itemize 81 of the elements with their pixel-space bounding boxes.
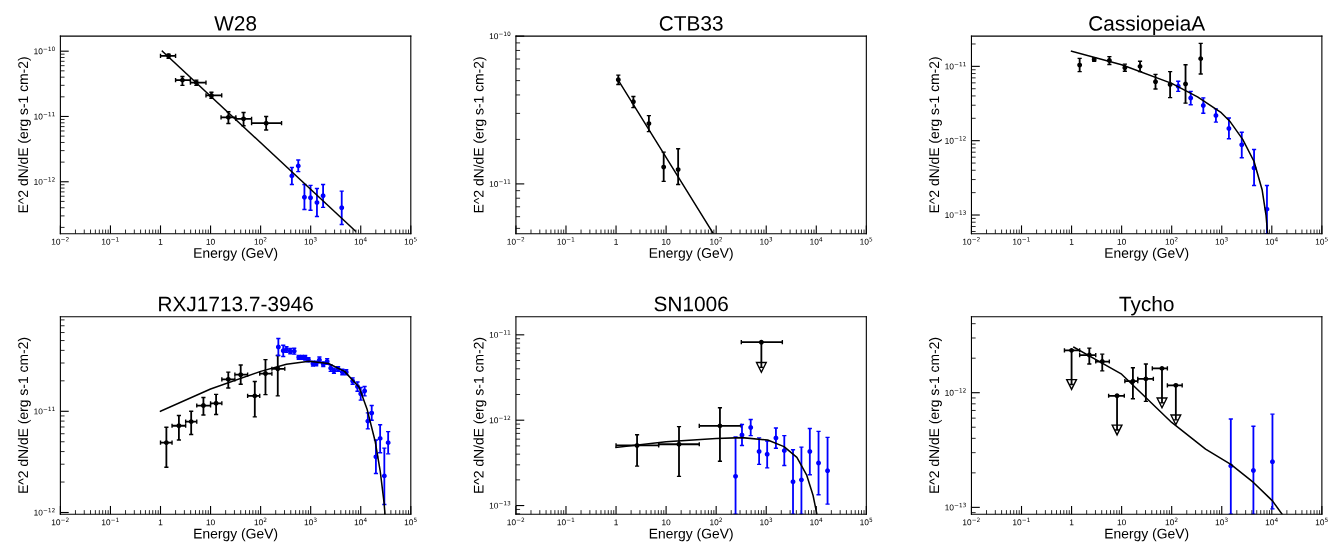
y-tick-label: 10$^{−10}$ [489, 31, 511, 40]
y-tick-label: 10$^{−12}$ [34, 507, 55, 516]
x-tick-label: 10$^{2}$ [710, 517, 722, 526]
x-tick-label: 10$^{4}$ [810, 517, 823, 526]
y-tick-label: 10$^{−10}$ [34, 46, 55, 55]
x-tick-label: 10 [1117, 519, 1126, 526]
x-tick-label: 10$^{−1}$ [101, 517, 119, 526]
y-axis-title: E^2 dN/dE (erg s-1 cm-2) [473, 57, 487, 213]
x-tick-label: 10$^{5}$ [404, 237, 417, 245]
x-tick-label: 10$^{5}$ [404, 517, 417, 526]
x-tick-label: 10$^{2}$ [1165, 237, 1178, 245]
x-tick-label: 1 [614, 519, 618, 526]
x-tick-label: 10$^{3}$ [304, 517, 317, 526]
x-tick-label: 10$^{5}$ [1315, 517, 1328, 526]
y-axis-title: E^2 dN/dE (erg s-1 cm-2) [17, 337, 31, 493]
x-tick-label: 10$^{−2}$ [51, 237, 69, 245]
y-tick-label: 10$^{−12}$ [945, 136, 966, 144]
x-tick-label: 10 [662, 238, 671, 245]
x-tick-label: 1 [614, 238, 618, 245]
x-tick-label: 10$^{−1}$ [557, 517, 575, 526]
y-tick-label: 10$^{−12}$ [945, 388, 966, 396]
chart-title: CTB33 [659, 16, 723, 31]
x-tick-label: 1 [1069, 519, 1074, 526]
x-axis-title: Energy (GeV) [194, 247, 278, 261]
x-tick-label: 10$^{−2}$ [507, 237, 525, 245]
chart-title: W28 [214, 16, 257, 31]
y-tick-label: 10$^{−11}$ [34, 111, 55, 120]
x-tick-label: 1 [158, 519, 163, 526]
x-tick-label: 1 [158, 238, 163, 245]
x-tick-label: 10$^{2}$ [710, 237, 722, 245]
x-tick-label: 10$^{−1}$ [1013, 517, 1030, 526]
x-axis-title: Energy (GeV) [194, 528, 278, 542]
x-tick-label: 10 [206, 238, 215, 245]
y-tick-label: 10$^{−13}$ [489, 501, 511, 509]
y-tick-label: 10$^{−13}$ [945, 210, 966, 219]
y-tick-label: 10$^{−11}$ [489, 179, 511, 187]
x-tick-label: 10$^{−1}$ [101, 237, 119, 245]
x-tick-label: 10$^{4}$ [354, 517, 367, 526]
x-tick-label: 10$^{3}$ [1215, 237, 1228, 245]
y-axis-title: E^2 dN/dE (erg s-1 cm-2) [928, 57, 942, 213]
x-axis-title: Energy (GeV) [649, 528, 733, 542]
x-tick-label: 10$^{2}$ [254, 237, 267, 245]
x-tick-label: 10 [1117, 238, 1126, 245]
x-tick-label: 10$^{3}$ [760, 237, 773, 245]
chart-title: Tycho [1119, 296, 1174, 316]
y-tick-label: 10$^{−12}$ [489, 415, 511, 424]
x-tick-label: 10$^{3}$ [760, 517, 773, 526]
y-tick-label: 10$^{−11}$ [945, 61, 966, 70]
x-tick-label: 10$^{4}$ [810, 237, 823, 245]
x-tick-label: 10$^{4}$ [1265, 237, 1278, 245]
x-tick-label: 10$^{−2}$ [507, 517, 525, 526]
x-axis-title: Energy (GeV) [1105, 528, 1189, 542]
y-axis-title: E^2 dN/dE (erg s-1 cm-2) [473, 337, 487, 493]
x-tick-label: 10$^{3}$ [1215, 517, 1228, 526]
x-tick-label: 10$^{−1}$ [557, 237, 575, 245]
x-axis-title: Energy (GeV) [1105, 247, 1189, 261]
x-tick-label: 10$^{5}$ [860, 517, 873, 526]
y-tick-label: 10$^{−11}$ [34, 406, 55, 415]
x-tick-label: 1 [1069, 238, 1074, 245]
x-tick-label: 10$^{−2}$ [962, 237, 980, 245]
x-tick-label: 10$^{5}$ [1315, 237, 1328, 245]
x-tick-label: 10$^{3}$ [304, 237, 317, 245]
y-tick-label: 10$^{−11}$ [489, 330, 511, 338]
y-axis-title: E^2 dN/dE (erg s-1 cm-2) [17, 57, 31, 213]
x-tick-label: 10 [206, 519, 215, 526]
chart-title: CassiopeiaA [1089, 15, 1206, 35]
x-tick-label: 10$^{−2}$ [51, 517, 69, 526]
x-tick-label: 10$^{4}$ [354, 237, 367, 245]
x-tick-label: 10$^{2}$ [254, 517, 267, 526]
chart-title: SN1006 [654, 296, 728, 312]
x-tick-label: 10$^{2}$ [1165, 517, 1178, 526]
y-tick-label: 10$^{−13}$ [945, 502, 966, 511]
x-tick-label: 10 [662, 519, 671, 526]
x-axis-title: Energy (GeV) [649, 247, 733, 261]
x-tick-label: 10$^{5}$ [860, 237, 873, 245]
x-tick-label: 10$^{−2}$ [962, 517, 980, 526]
y-axis-title: E^2 dN/dE (erg s-1 cm-2) [928, 337, 942, 493]
chart-title: RXJ1713.7-3946 [159, 296, 313, 312]
x-tick-label: 10$^{4}$ [1265, 517, 1278, 526]
y-tick-label: 10$^{−12}$ [34, 177, 55, 185]
x-tick-label: 10$^{−1}$ [1013, 237, 1030, 245]
